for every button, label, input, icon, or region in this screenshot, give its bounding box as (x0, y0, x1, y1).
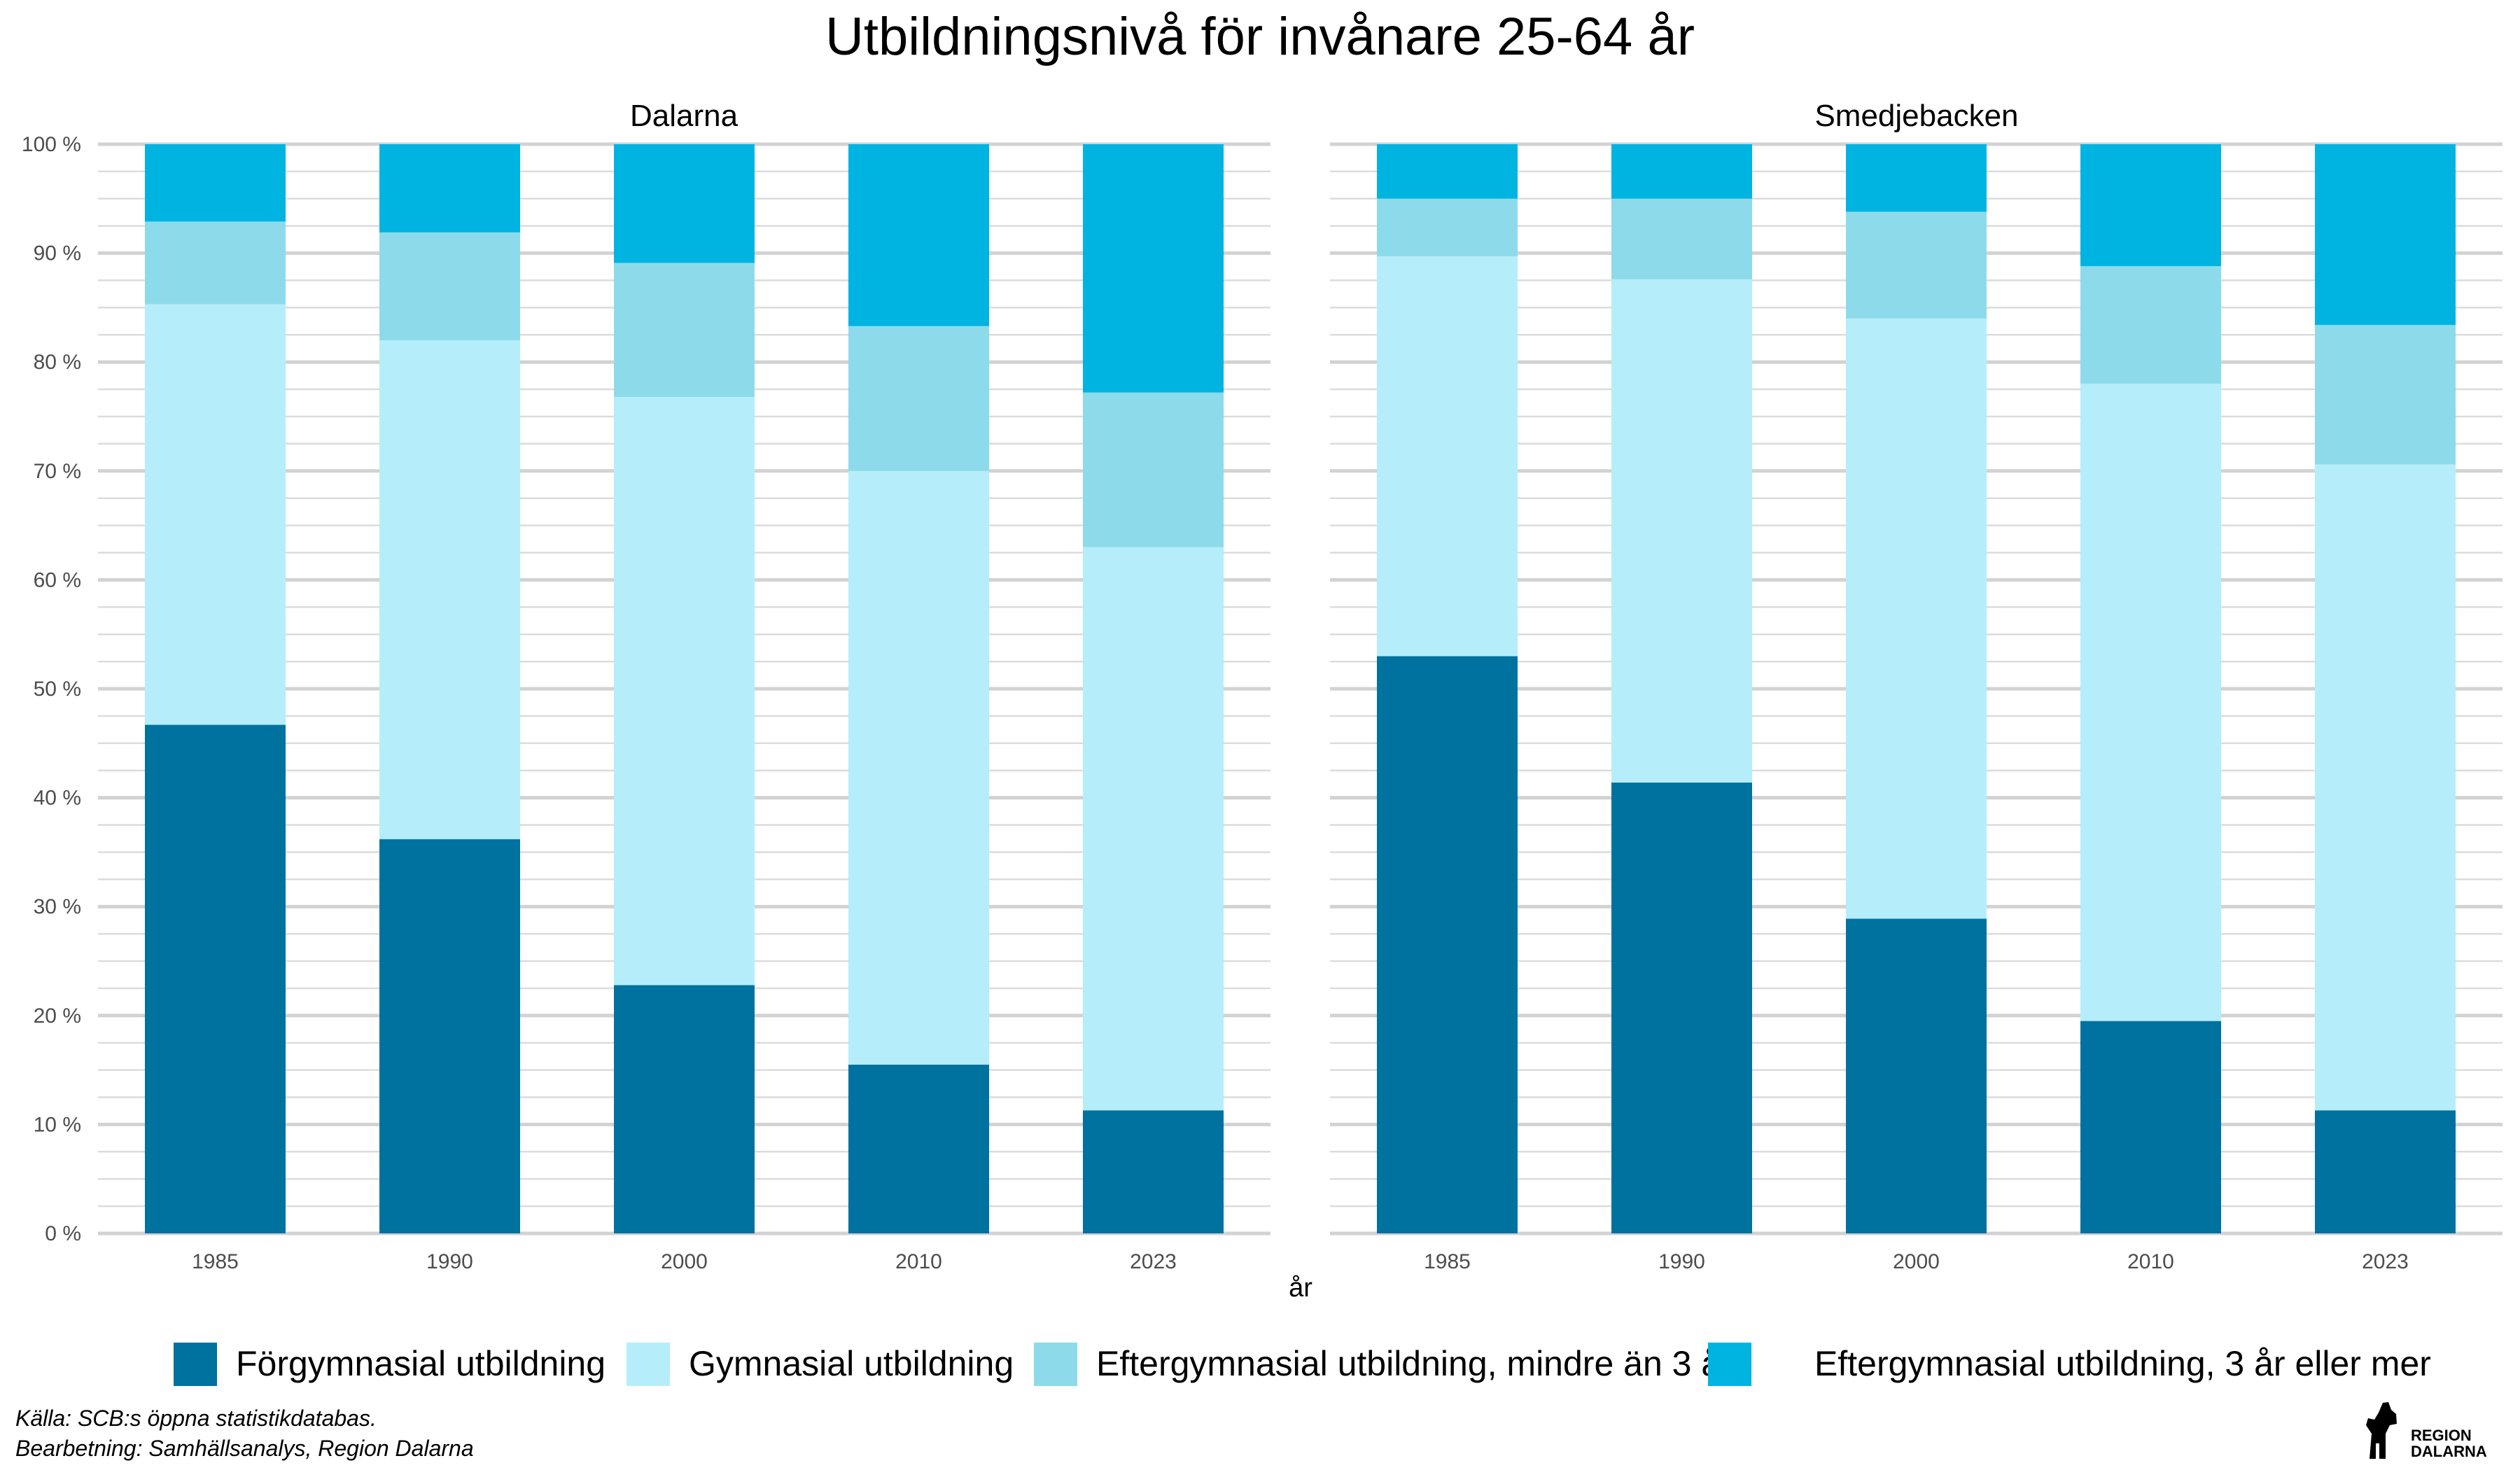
y-tick-label: 20 % (34, 1004, 81, 1028)
bar-segment (848, 470, 989, 1065)
bar-segment (145, 304, 286, 725)
facet-dalarna: Dalarna 1985 1990 2000 2010 2023 0 % 10 % 20 %… (22, 99, 1270, 1273)
facet-title: Smedjebacken (1814, 99, 2018, 133)
x-tick-labels: 1985 1990 2000 2010 2023 (1424, 1250, 2409, 1273)
y-tick-label: 50 % (34, 678, 81, 701)
x-tick-label: 2023 (2362, 1250, 2409, 1273)
x-tick-label: 2000 (661, 1250, 708, 1273)
y-tick-label: 70 % (34, 460, 81, 483)
x-tick-label: 2010 (895, 1250, 942, 1273)
y-tick-label: 40 % (34, 787, 81, 810)
chart-title: Utbildningsnivå för invånare 25-64 år (825, 7, 1695, 66)
legend-label-forgymnasial: Förgymnasial utbildning (236, 1344, 606, 1383)
bar-segment (1377, 656, 1518, 1233)
bars (1377, 144, 2456, 1233)
y-tick-label: 100 % (22, 133, 81, 156)
bar-segment (614, 985, 755, 1233)
region-dalarna-logo: REGION DALARNA (2366, 1402, 2487, 1460)
bar-segment (2315, 144, 2456, 326)
y-tick-label: 80 % (34, 351, 81, 374)
legend-label-gymnasial: Gymnasial utbildning (689, 1344, 1014, 1383)
bar-segment (1846, 144, 1987, 212)
facet-smedjebacken: Smedjebacken 1985 1990 2000 2010 2023 (1330, 99, 2502, 1273)
caption-source: Källa: SCB:s öppna statistikdatabas. (15, 1406, 377, 1431)
bar-segment (2080, 1021, 2221, 1233)
logo-text-region: REGION (2411, 1427, 2472, 1444)
bar-segment (2315, 1110, 2456, 1233)
bar-segment (1377, 198, 1518, 257)
bar-segment (614, 262, 755, 397)
bar-segment (145, 221, 286, 304)
y-tick-label: 0 % (45, 1222, 81, 1245)
x-tick-label: 2010 (2127, 1250, 2174, 1273)
bar-segment (1611, 198, 1752, 279)
dala-horse-icon (2366, 1402, 2397, 1459)
bar-segment (1377, 256, 1518, 657)
x-tick-label: 1985 (192, 1250, 239, 1273)
bar-segment (1083, 144, 1224, 393)
bar-segment (1846, 318, 1987, 919)
facet-title: Dalarna (630, 99, 738, 133)
bar-segment (379, 232, 520, 341)
y-tick-label: 30 % (34, 895, 81, 918)
bar-segment (379, 839, 520, 1233)
logo-text-dalarna: DALARNA (2411, 1443, 2487, 1460)
x-tick-label: 2000 (1893, 1250, 1940, 1273)
bar-segment (1846, 211, 1987, 318)
x-tick-label: 1990 (426, 1250, 473, 1273)
legend-label-eftergymnasial-3plus: Eftergymnasial utbildning, 3 år eller me… (1814, 1344, 2431, 1383)
bar-segment (145, 724, 286, 1233)
bar-segment (1083, 547, 1224, 1111)
legend-swatch-eftergymnasial-lt3 (1034, 1343, 1077, 1386)
bar-segment (1611, 144, 1752, 199)
x-tick-label: 2023 (1130, 1250, 1177, 1273)
legend-swatch-forgymnasial (174, 1343, 217, 1386)
bar-segment (1846, 918, 1987, 1233)
bar-segment (1377, 144, 1518, 199)
y-tick-label: 10 % (34, 1113, 81, 1136)
bar-segment (1083, 1110, 1224, 1233)
bar-segment (379, 340, 520, 839)
bar-segment (614, 144, 755, 263)
bar-segment (848, 1064, 989, 1233)
bar-segment (2080, 384, 2221, 1021)
y-tick-label: 90 % (34, 242, 81, 265)
bar-segment (2080, 266, 2221, 384)
bar-segment (379, 144, 520, 233)
x-tick-label: 1985 (1424, 1250, 1471, 1273)
bar-segment (848, 326, 989, 471)
bar-segment (2315, 325, 2456, 465)
bar-segment (145, 144, 286, 222)
bar-segment (1611, 279, 1752, 783)
bar-segment (614, 396, 755, 986)
bar-segment (2080, 144, 2221, 267)
legend-swatch-eftergymnasial-3plus (1708, 1343, 1751, 1386)
legend-swatch-gymnasial (626, 1343, 670, 1386)
x-tick-label: 1990 (1658, 1250, 1705, 1273)
caption-processing: Bearbetning: Samhällsanalys, Region Dala… (15, 1436, 474, 1461)
y-tick-labels: 0 % 10 % 20 % 30 % 40 % 50 % 60 % 70 % 80 % 90 % 1… (22, 133, 81, 1245)
bar-segment (848, 144, 989, 326)
bar-segment (1611, 782, 1752, 1233)
legend: Förgymnasial utbildning Gymnasial utbild… (174, 1343, 2431, 1386)
x-tick-labels: 1985 1990 2000 2010 2023 (192, 1250, 1177, 1273)
legend-label-eftergymnasial-lt3: Eftergymnasial utbildning, mindre än 3 å… (1096, 1344, 1732, 1383)
bar-segment (2315, 464, 2456, 1111)
bar-segment (1083, 392, 1224, 547)
y-tick-label: 60 % (34, 568, 81, 592)
bars (145, 144, 1224, 1233)
x-axis-title: år (1289, 1273, 1312, 1303)
